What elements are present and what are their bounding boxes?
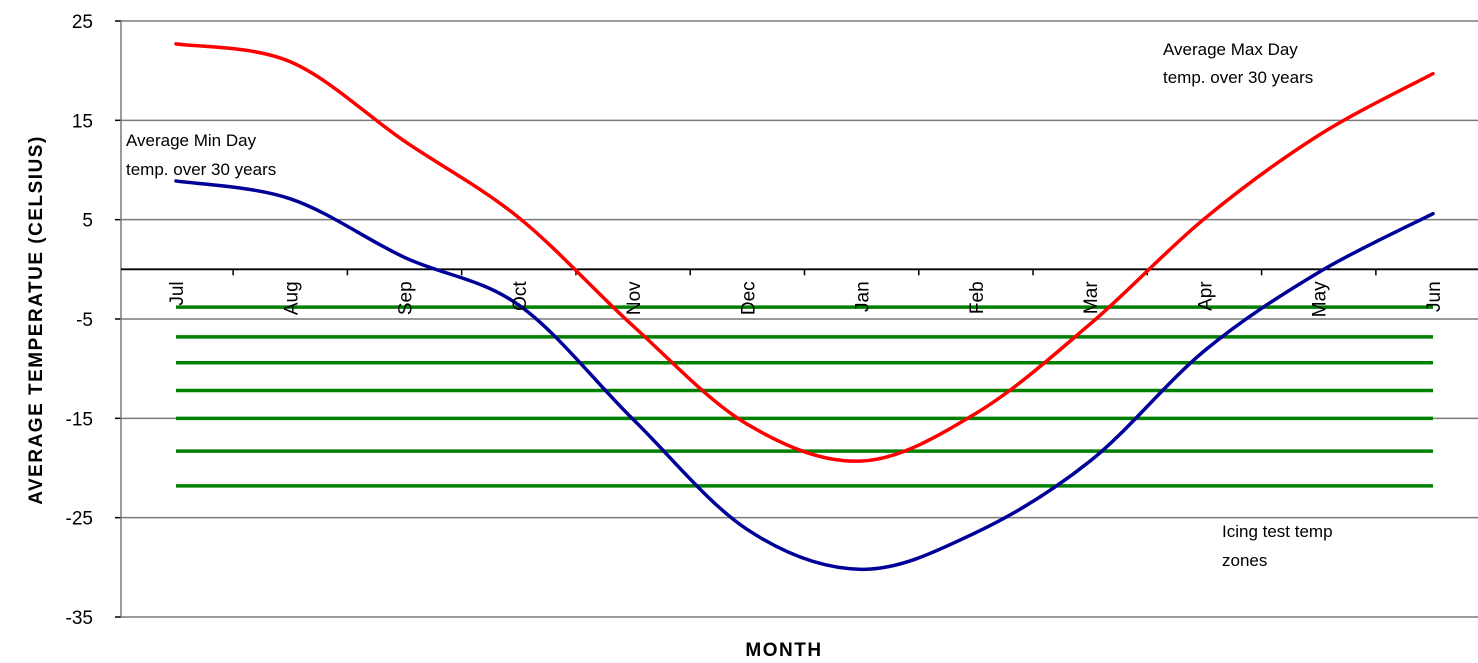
band-layer: [176, 305, 1433, 488]
label-layer: Jul Aug Sep Oct Nov Dec Jan Feb Mar Apr May Jun: [167, 281, 1445, 318]
x-tick-label-nov: Nov: [624, 281, 645, 315]
y-tick-label-3: -5: [76, 310, 93, 331]
axis-layer: 25 15 5 -5 -15 -25 -35: [66, 12, 1478, 629]
x-tick-label-apr: Apr: [1195, 281, 1216, 311]
y-tick-label-0: 25: [72, 12, 93, 33]
series-line-0: [174, 42, 1435, 463]
x-tick-label-feb: Feb: [967, 281, 988, 314]
annotation-icing-line-2: zones: [1222, 551, 1267, 570]
x-tick-label-may: May: [1310, 281, 1331, 317]
x-tick-label-sep: Sep: [396, 281, 417, 315]
x-axis-title: MONTH: [745, 640, 822, 661]
x-tick-label-oct: Oct: [510, 281, 531, 311]
series-layer: [174, 42, 1435, 572]
x-tick-label-aug: Aug: [281, 281, 302, 315]
annotation-max: Average Max Day temp. over 30 years: [1163, 40, 1313, 87]
annotation-max-line-2: temp. over 30 years: [1163, 68, 1313, 87]
annotation-icing-line-1: Icing test temp: [1222, 522, 1333, 541]
x-tick-label-dec: Dec: [738, 281, 759, 315]
annotation-min: Average Min Day temp. over 30 years: [126, 131, 276, 179]
y-tick-label-5: -25: [66, 509, 93, 530]
series-line-1: [174, 179, 1435, 572]
x-tick-label-jul: Jul: [167, 281, 188, 305]
y-tick-label-1: 15: [72, 111, 93, 132]
annotation-icing: Icing test temp zones: [1222, 522, 1333, 570]
y-tick-label-4: -15: [66, 409, 93, 430]
x-tick-label-mar: Mar: [1081, 281, 1102, 314]
y-axis-title: AVERAGE TEMPERATUE (CELSIUS): [26, 135, 47, 505]
y-tick-label-2: 5: [82, 211, 93, 232]
annotation-max-line-1: Average Max Day: [1163, 40, 1298, 59]
annotation-min-line-2: temp. over 30 years: [126, 160, 276, 179]
x-tick-label-jan: Jan: [853, 281, 874, 312]
x-tick-label-jun: Jun: [1424, 281, 1445, 312]
y-tick-label-6: -35: [66, 608, 93, 629]
annotation-min-line-1: Average Min Day: [126, 131, 257, 150]
